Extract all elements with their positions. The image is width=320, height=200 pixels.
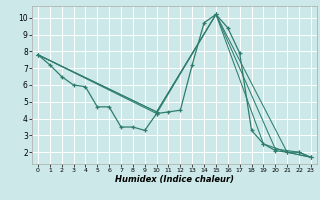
X-axis label: Humidex (Indice chaleur): Humidex (Indice chaleur) — [115, 175, 234, 184]
